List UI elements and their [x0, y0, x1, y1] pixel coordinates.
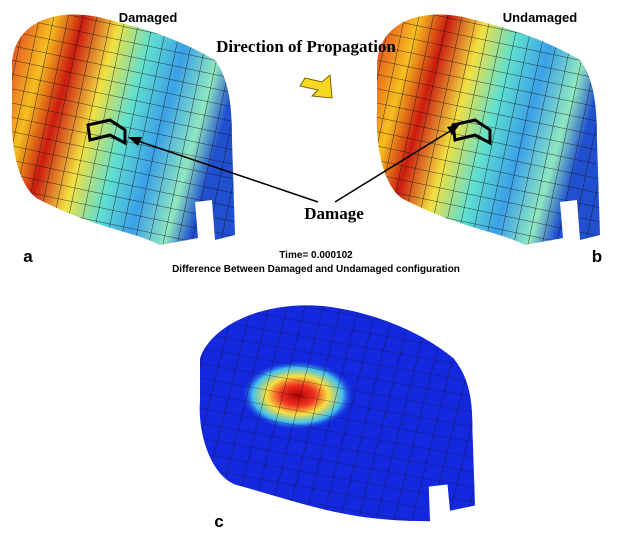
panel-label: b: [592, 247, 602, 266]
label-direction: Direction of Propagation: [216, 37, 396, 56]
propagation-arrow: [300, 75, 332, 98]
figure: Damaged Undamaged Direction of Propagati…: [0, 0, 630, 542]
panel-label: a: [23, 247, 33, 266]
label-damaged: Damaged: [119, 10, 178, 25]
panel-b-mesh: [377, 14, 600, 245]
panel-c-mesh: [200, 305, 475, 521]
panel-a-mesh: [12, 14, 235, 245]
caption-time: Time= 0.000102: [279, 250, 353, 261]
label-damage: Damage: [304, 204, 364, 223]
panel-label: c: [214, 512, 223, 531]
label-undamaged: Undamaged: [503, 10, 577, 25]
caption-difference: Difference Between Damaged and Undamaged…: [172, 264, 460, 275]
